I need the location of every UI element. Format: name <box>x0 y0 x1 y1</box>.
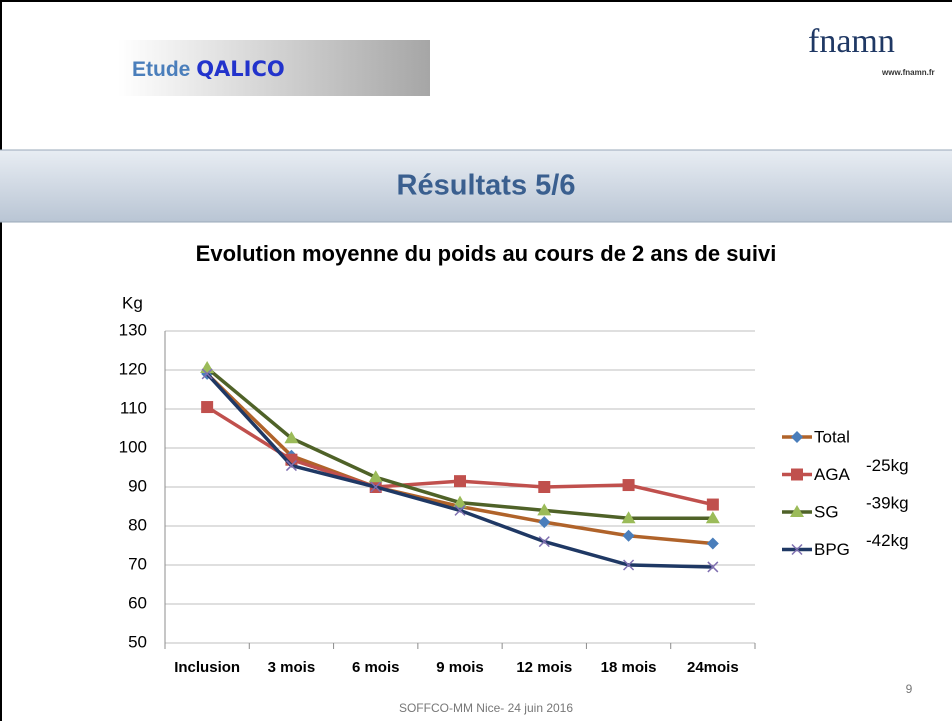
marker <box>285 460 297 472</box>
y-axis-label: Kg <box>122 293 143 312</box>
header-text: Etude QALICO <box>132 57 285 81</box>
section-title: Résultats 5/6 <box>397 170 576 202</box>
x-tick-label: 9 mois <box>436 659 484 676</box>
marker <box>791 431 803 443</box>
marker <box>538 536 550 548</box>
marker <box>790 505 804 517</box>
annotation: -42kg <box>866 531 909 550</box>
legend-label: Total <box>814 427 850 446</box>
y-tick-label: 130 <box>119 320 147 339</box>
marker <box>538 481 551 493</box>
y-tick-label: 80 <box>128 515 147 534</box>
section-band <box>0 150 952 222</box>
marker <box>622 479 635 492</box>
marker <box>791 543 803 556</box>
marker <box>706 498 719 511</box>
footer: SOFFCO-MM Nice- 24 juin 2016 <box>399 701 573 715</box>
marker <box>284 431 299 444</box>
logo: fnamn <box>808 23 895 60</box>
y-tick-label: 110 <box>120 398 147 417</box>
x-tick-label: 24mois <box>687 659 739 676</box>
logo-url: www.fnamn.fr <box>881 68 935 77</box>
marker <box>706 537 719 550</box>
marker <box>201 401 214 414</box>
y-tick-label: 100 <box>119 437 147 456</box>
header-bar <box>118 40 430 96</box>
marker <box>368 470 383 483</box>
marker <box>454 475 466 488</box>
legend-label: BPG <box>814 540 850 559</box>
marker <box>622 529 635 542</box>
marker <box>201 368 213 380</box>
x-tick-label: 3 mois <box>268 659 316 676</box>
chart: 50 60 70 80 90 100 110 120 130 Inclusion 3 mois 6 m… <box>119 320 909 675</box>
marker <box>537 503 552 516</box>
marker <box>200 361 215 374</box>
y-tick-label: 70 <box>128 554 147 573</box>
marker <box>538 516 551 529</box>
marker <box>454 504 466 516</box>
y-tick-label: 120 <box>119 359 147 378</box>
marker <box>791 468 803 481</box>
y-tick-label: 60 <box>128 593 147 612</box>
legend-label: SG <box>814 502 839 521</box>
marker <box>705 511 720 524</box>
page-number: 9 <box>906 682 913 696</box>
legend-label: AGA <box>814 465 851 484</box>
annotation: -39kg <box>866 493 909 512</box>
y-tick-label: 90 <box>128 476 147 495</box>
marker <box>623 559 635 571</box>
x-tick-label: 12 mois <box>516 659 572 676</box>
annotation: -25kg <box>866 456 909 475</box>
chart-title: Evolution moyenne du poids au cours de 2… <box>196 241 777 266</box>
marker <box>453 495 467 508</box>
x-tick-label: 18 mois <box>601 659 657 676</box>
marker <box>370 481 382 493</box>
y-tick-label: 50 <box>128 632 147 651</box>
x-tick-label: Inclusion <box>174 659 240 676</box>
marker <box>621 511 636 524</box>
marker <box>707 561 719 573</box>
x-tick-label: 6 mois <box>352 659 400 676</box>
